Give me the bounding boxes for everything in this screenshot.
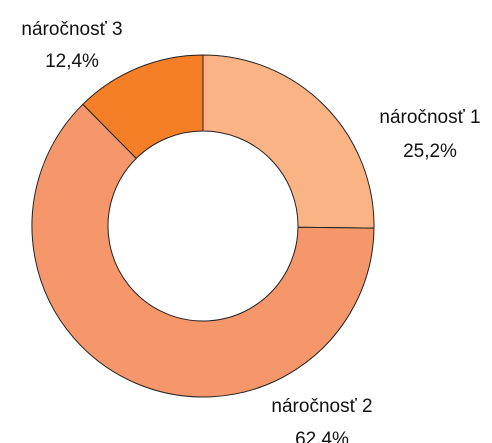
- slice-value-label: 25,2%: [403, 141, 457, 162]
- slice-label: náročnosť 2: [271, 396, 372, 417]
- slice-value-label: 62,4%: [295, 429, 349, 443]
- slice-value-label: 12,4%: [45, 51, 99, 72]
- slice-label: náročnosť 3: [21, 19, 122, 40]
- donut-slice: [82, 54, 204, 160]
- slice-label: náročnosť 1: [379, 107, 480, 128]
- donut-slice: [31, 103, 375, 398]
- donut-slice: [202, 54, 375, 229]
